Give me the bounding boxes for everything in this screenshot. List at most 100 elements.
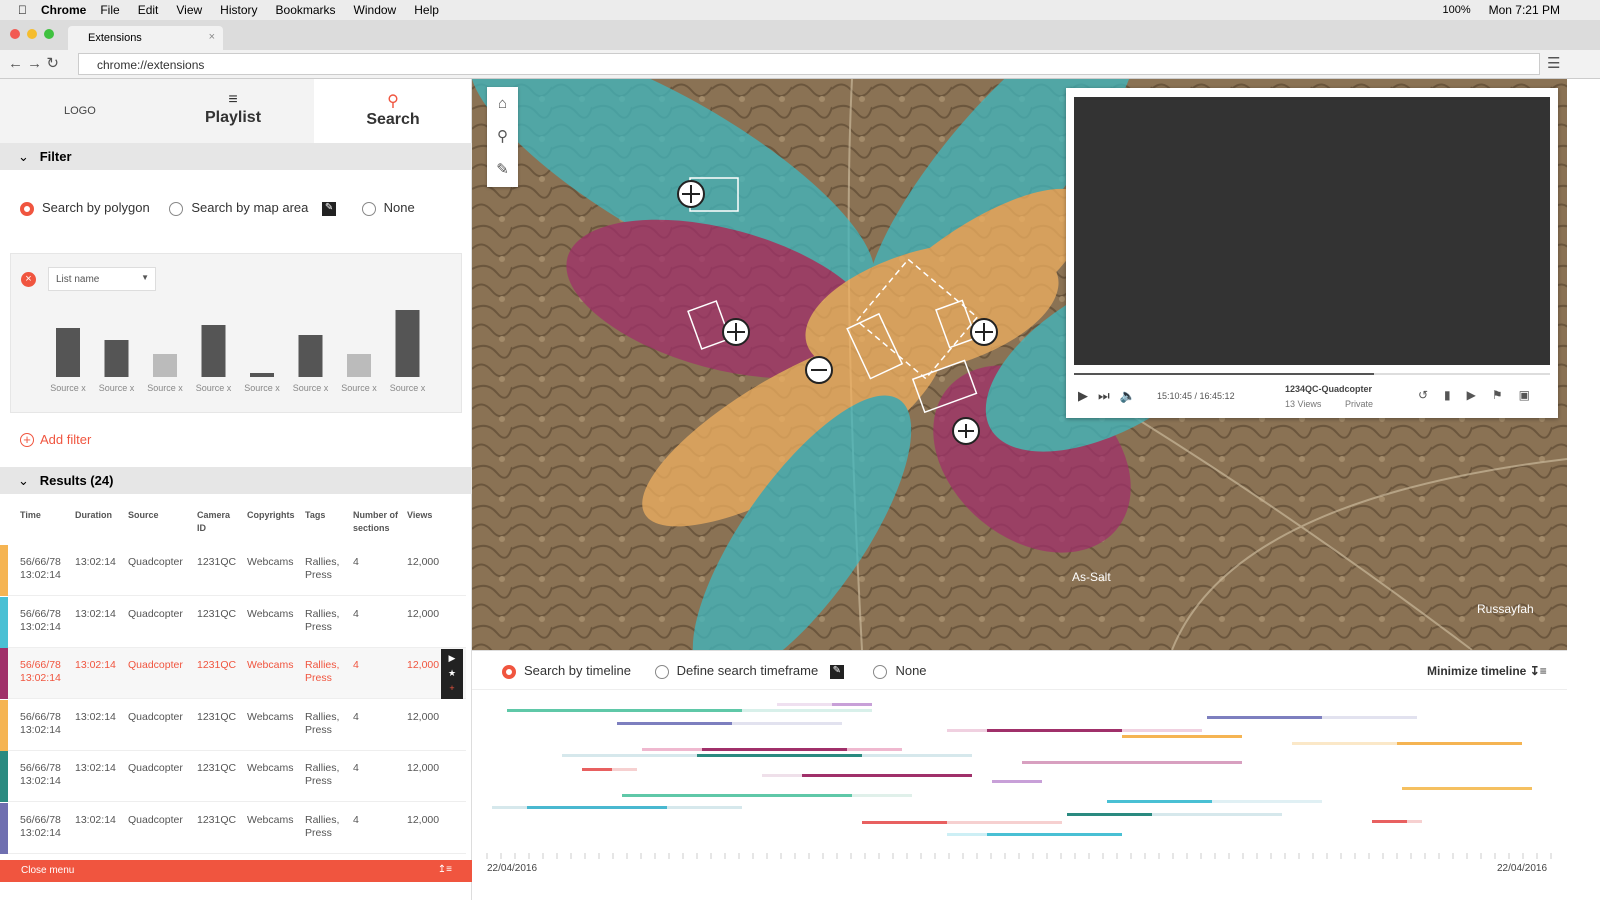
timeline-segment[interactable]	[987, 729, 1122, 732]
cell: Quadcopter	[128, 710, 183, 723]
x-tick-label: Source x	[293, 383, 329, 393]
timeline-segment[interactable]	[527, 806, 667, 809]
timeline-segment[interactable]	[852, 794, 912, 797]
list-dropdown[interactable]: List name ▼	[48, 267, 156, 291]
edit-icon[interactable]: ✎	[322, 201, 337, 216]
column-header: Camera ID	[197, 510, 231, 533]
map-label: As-Salt	[1072, 570, 1111, 584]
cell: 1231QC	[197, 762, 237, 774]
timeline-segment[interactable]	[697, 754, 862, 757]
timeline-segment[interactable]	[617, 722, 732, 725]
player-buttons[interactable]: ▶⏭🔈	[1078, 388, 1146, 403]
video-screen[interactable]	[1074, 97, 1550, 365]
minimize-timeline[interactable]: Minimize timeline ↧≡	[1427, 664, 1547, 678]
progress[interactable]	[1074, 373, 1550, 375]
cell: 12,000	[407, 813, 440, 826]
timeline-segment[interactable]	[1212, 800, 1322, 803]
option[interactable]: None	[361, 200, 415, 216]
map-label: Russayfah	[1477, 602, 1534, 616]
timeline-segment[interactable]	[1397, 742, 1522, 745]
menu-item[interactable]: History	[211, 3, 257, 17]
timeline-segment[interactable]	[1322, 716, 1417, 719]
timeline-segment[interactable]	[1067, 813, 1152, 816]
home-tool[interactable]: ⌂	[497, 95, 508, 112]
menu-item[interactable]: Edit	[128, 3, 159, 17]
tab[interactable]: Extensions ×	[68, 26, 223, 50]
option[interactable]: None	[873, 663, 927, 679]
bar	[153, 354, 177, 377]
pin-tool[interactable]: ⚲	[497, 128, 508, 145]
timeline-segment[interactable]	[1152, 813, 1282, 816]
min-btn[interactable]	[27, 29, 37, 39]
option[interactable]: Search by polygon	[20, 200, 150, 216]
nav-buttons[interactable]: ← → ↻	[8, 55, 59, 72]
timeline-segment[interactable]	[492, 806, 527, 809]
add-filter[interactable]: + Add filter	[20, 432, 91, 447]
timeline-segment[interactable]	[1107, 800, 1212, 803]
timeline-segment[interactable]	[1402, 787, 1532, 790]
result-row[interactable]: 56/66/78 13:02:14 13:02:14 Quadcopter 1231Q…	[0, 648, 466, 699]
cell: Webcams	[247, 710, 294, 723]
timeline-segment[interactable]	[622, 794, 852, 797]
result-row[interactable]: 56/66/78 13:02:14 13:02:14 Quadcopter 1231Q…	[0, 596, 466, 648]
edit-icon[interactable]: ✎	[829, 664, 844, 679]
video-actions[interactable]: ↺▮▶⚑▣	[1418, 388, 1546, 402]
filter-header[interactable]: ⌄ Filter	[0, 143, 472, 170]
map[interactable]: As-Salt Russayfah	[472, 79, 1567, 650]
timeline-segment[interactable]	[1022, 761, 1242, 764]
option[interactable]: Search by map area	[169, 200, 308, 216]
tab-search[interactable]: ⚲ Search	[314, 91, 472, 129]
timeline-segment[interactable]	[1207, 716, 1322, 719]
timeline-segment[interactable]	[777, 703, 872, 706]
timeline-segment[interactable]	[1407, 820, 1422, 823]
result-row[interactable]: 56/66/78 13:02:14 13:02:14 Quadcopter 1231Q…	[0, 802, 466, 854]
menu-item[interactable]: Window	[344, 3, 397, 17]
timeline-segment[interactable]	[802, 774, 972, 777]
timeline-segment[interactable]	[702, 748, 847, 751]
menu-item[interactable]: Bookmarks	[266, 3, 336, 17]
timeline-segment[interactable]	[612, 768, 637, 771]
bar	[250, 373, 274, 377]
timeline-segment[interactable]	[862, 821, 947, 824]
timeline-segment[interactable]	[987, 833, 1122, 836]
timeline-segment[interactable]	[1372, 820, 1407, 823]
timeline-segment[interactable]	[1122, 735, 1242, 738]
results-header[interactable]: ⌄ Results (24)	[0, 467, 472, 494]
timeline-segment[interactable]	[732, 722, 842, 725]
result-row[interactable]: 56/66/78 13:02:14 13:02:14 Quadcopter 1231Q…	[0, 751, 466, 802]
timeline-segment[interactable]	[667, 806, 742, 809]
app-name[interactable]: Chrome	[32, 3, 86, 17]
row-actions[interactable]: ▶ ★ +	[441, 649, 463, 699]
timeline-segment[interactable]	[947, 821, 1062, 824]
cell: 4	[353, 607, 359, 620]
remove-filter[interactable]: ×	[21, 272, 36, 287]
menu-item[interactable]: View	[167, 3, 202, 17]
option[interactable]: Define search timeframe	[654, 663, 818, 679]
radio	[654, 664, 669, 679]
x-tick-label: Source x	[99, 383, 135, 393]
menu-icon[interactable]: ☰	[1547, 55, 1561, 72]
timeline-segment[interactable]	[507, 709, 742, 712]
menu-item[interactable]: File	[91, 3, 119, 17]
address-bar[interactable]: chrome://extensions	[78, 53, 1540, 75]
tab-close[interactable]: ×	[208, 31, 215, 43]
timeline-segment[interactable]	[582, 768, 612, 771]
max-btn[interactable]	[44, 29, 54, 39]
ruler-tool[interactable]: ✎	[496, 161, 509, 178]
icon: ↥≡	[437, 864, 452, 875]
timeline-segment[interactable]	[742, 709, 872, 712]
cell: 56/66/78 13:02:14	[20, 659, 61, 684]
result-row[interactable]: 56/66/78 13:02:14 13:02:14 Quadcopter 1231Q…	[0, 699, 466, 751]
menu-item[interactable]: Help	[405, 3, 439, 17]
tab-playlist[interactable]: ≡ Playlist	[160, 91, 306, 127]
option[interactable]: Search by timeline	[502, 663, 631, 679]
radio	[502, 664, 516, 679]
apple[interactable]: 	[18, 3, 27, 17]
timeline-segment[interactable]	[947, 833, 987, 836]
result-row[interactable]: 56/66/78 13:02:14 13:02:14 Quadcopter 1231Q…	[0, 545, 466, 596]
timeline-segment[interactable]	[832, 703, 872, 706]
timeline-segment[interactable]	[992, 780, 1042, 783]
close-btn[interactable]	[10, 29, 20, 39]
close-menu[interactable]: Close menu ↥≡	[0, 860, 472, 882]
cell: 56/66/78 13:02:14	[20, 762, 61, 787]
